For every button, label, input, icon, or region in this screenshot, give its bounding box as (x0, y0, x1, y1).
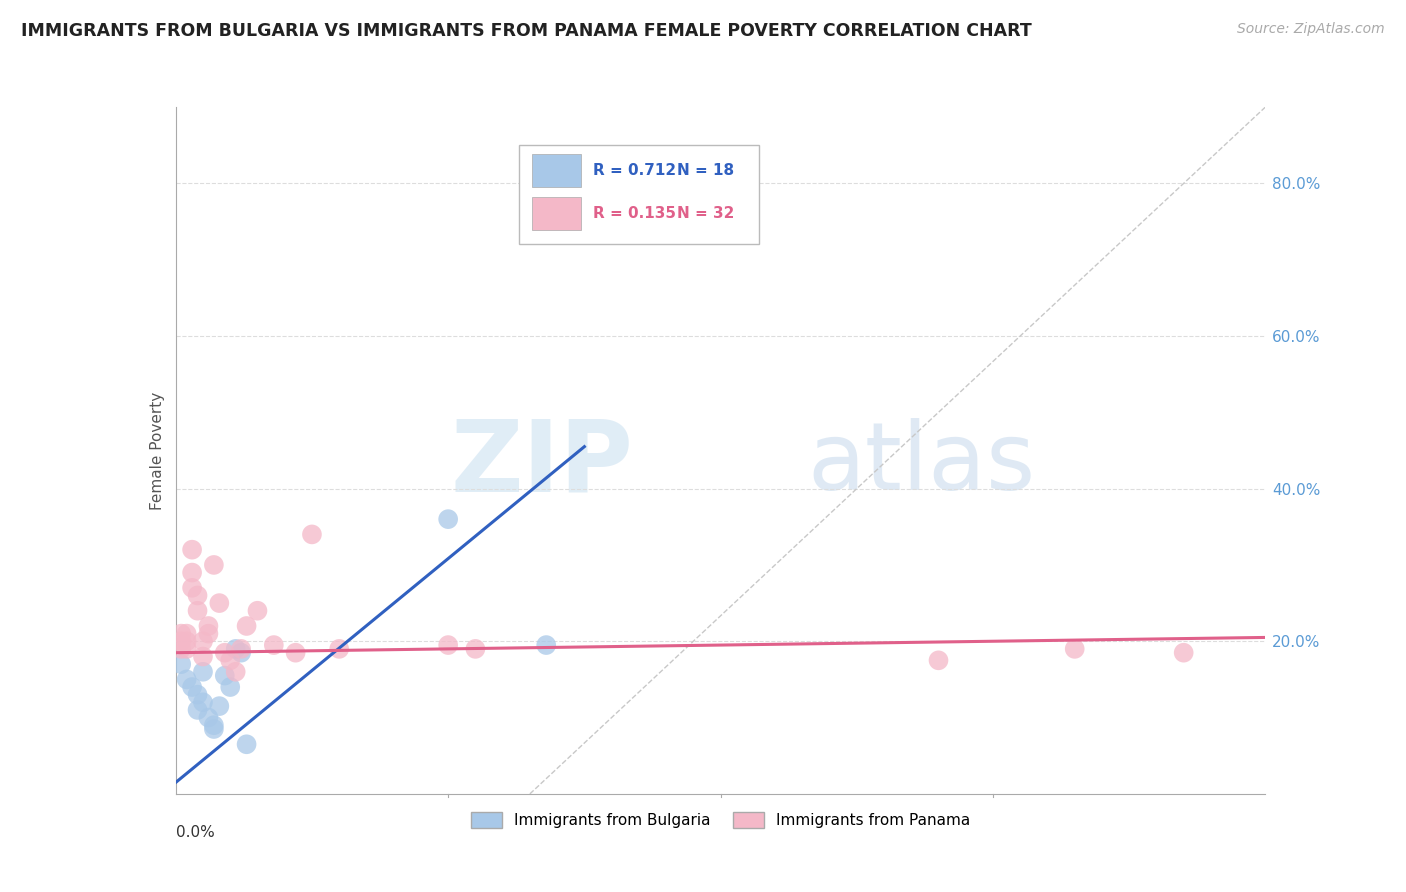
Point (202, 718, 225, 732)
FancyBboxPatch shape (519, 145, 759, 244)
Point (181, 581, 204, 595)
Point (197, 710, 219, 724)
Text: IMMIGRANTS FROM BULGARIA VS IMMIGRANTS FROM PANAMA FEMALE POVERTY CORRELATION CH: IMMIGRANTS FROM BULGARIA VS IMMIGRANTS F… (21, 22, 1032, 40)
Point (186, 604, 209, 618)
Point (235, 737, 257, 751)
Point (176, 626, 198, 640)
Point (170, 641, 193, 656)
Point (186, 589, 209, 603)
Point (534, 638, 557, 652)
Point (219, 680, 242, 694)
Text: N = 18: N = 18 (678, 163, 734, 178)
Text: R = 0.135: R = 0.135 (593, 206, 676, 221)
Point (208, 596, 231, 610)
Point (214, 668, 236, 682)
Text: 0.0%: 0.0% (176, 825, 215, 839)
Point (176, 673, 198, 687)
Point (928, 653, 950, 667)
Point (231, 641, 253, 656)
Point (301, 527, 323, 541)
Point (191, 665, 214, 679)
FancyBboxPatch shape (531, 154, 581, 187)
Point (197, 626, 219, 640)
Point (197, 619, 219, 633)
Point (1063, 641, 1085, 656)
Point (208, 699, 231, 714)
Text: atlas: atlas (807, 418, 1036, 510)
Point (170, 657, 193, 672)
Text: ZIP: ZIP (450, 416, 633, 513)
Point (437, 512, 460, 526)
Point (231, 646, 253, 660)
Point (191, 695, 214, 709)
Y-axis label: Female Poverty: Female Poverty (149, 392, 165, 509)
Point (202, 558, 225, 572)
Point (214, 646, 236, 660)
Point (284, 646, 307, 660)
Text: N = 32: N = 32 (678, 206, 734, 221)
Point (225, 665, 247, 679)
Point (176, 634, 198, 648)
Point (181, 542, 204, 557)
Point (191, 634, 214, 648)
Legend: Immigrants from Bulgaria, Immigrants from Panama: Immigrants from Bulgaria, Immigrants fro… (465, 806, 976, 834)
Point (328, 641, 350, 656)
Point (225, 641, 247, 656)
Point (219, 653, 242, 667)
Point (181, 680, 204, 694)
Point (176, 641, 198, 656)
Point (235, 619, 257, 633)
Point (263, 638, 285, 652)
Point (246, 604, 269, 618)
Point (186, 703, 209, 717)
Point (464, 641, 486, 656)
FancyBboxPatch shape (531, 197, 581, 230)
Point (437, 638, 460, 652)
Text: R = 0.712: R = 0.712 (593, 163, 676, 178)
Point (1173, 646, 1195, 660)
Point (170, 626, 193, 640)
Point (186, 688, 209, 702)
Point (202, 722, 225, 736)
Point (170, 634, 193, 648)
Point (191, 649, 214, 664)
Text: Source: ZipAtlas.com: Source: ZipAtlas.com (1237, 22, 1385, 37)
Point (181, 566, 204, 580)
